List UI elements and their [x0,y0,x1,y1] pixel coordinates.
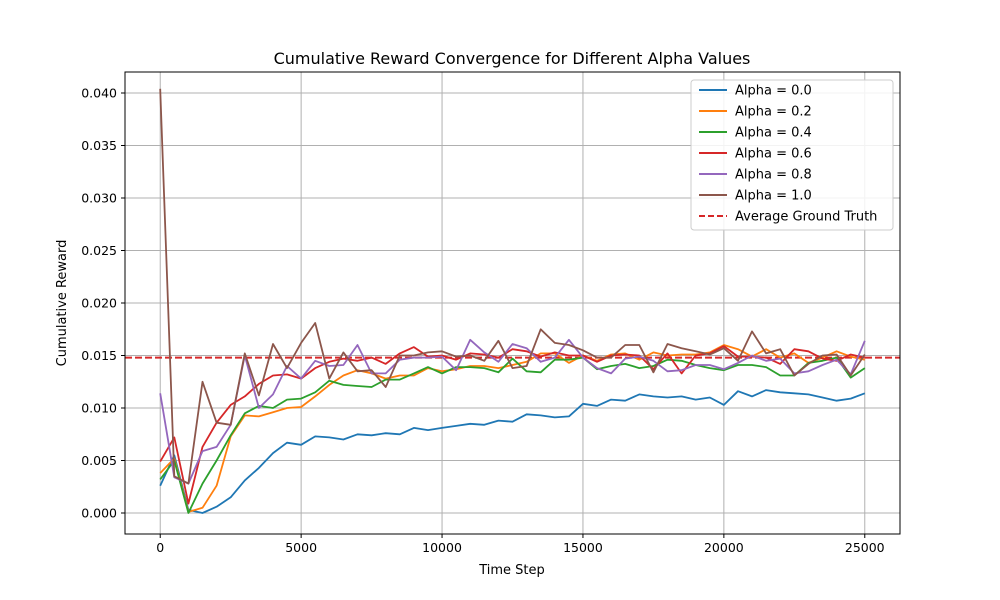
x-tick-label: 15000 [563,540,603,555]
series-lines [159,88,866,514]
legend-label: Alpha = 0.2 [735,105,812,120]
y-axis-ticks: 0.000 0.005 0.010 0.015 0.020 0.025 0.030 0.035… [81,86,125,521]
y-tick-label: 0.035 [81,138,117,153]
y-tick-label: 0.025 [81,243,117,258]
legend-box [690,79,894,231]
series-line-alpha-2 [159,356,866,514]
y-tick-label: 0.000 [81,506,117,521]
x-axis-ticks: 0 5000 10000 15000 20000 25000 [156,534,885,555]
series-line-alpha-3 [159,345,865,505]
y-tick-label: 0.020 [81,296,117,311]
series-line-alpha-1 [159,344,865,513]
x-tick-label: 0 [156,540,164,555]
series-line-alpha-4 [159,338,866,485]
y-tick-label: 0.005 [81,453,117,468]
legend-label: Alpha = 0.0 [735,84,812,99]
y-tick-label: 0.040 [81,86,117,101]
legend-label: Alpha = 1.0 [735,189,812,204]
y-tick-label: 0.015 [81,348,117,363]
legend-label: Average Ground Truth [735,210,877,225]
series-line-alpha-0 [159,389,866,514]
legend-label: Alpha = 0.4 [735,126,812,141]
y-tick-label: 0.030 [81,191,117,206]
x-tick-label: 25000 [845,540,885,555]
x-tick-label: 20000 [704,540,744,555]
y-tick-label: 0.010 [81,401,117,416]
series-line-alpha-5 [159,88,866,485]
legend-label: Alpha = 0.6 [735,147,812,162]
legend: Alpha = 0.0 Alpha = 0.2 Alpha = 0.4 Alpha =… [690,79,894,231]
y-axis-label: Cumulative Reward [55,240,70,367]
x-tick-label: 5000 [285,540,317,555]
legend-label: Alpha = 0.8 [735,168,812,183]
x-tick-label: 10000 [422,540,462,555]
x-axis-label: Time Step [478,563,545,578]
chart-title: Cumulative Reward Convergence for Differ… [274,49,751,68]
